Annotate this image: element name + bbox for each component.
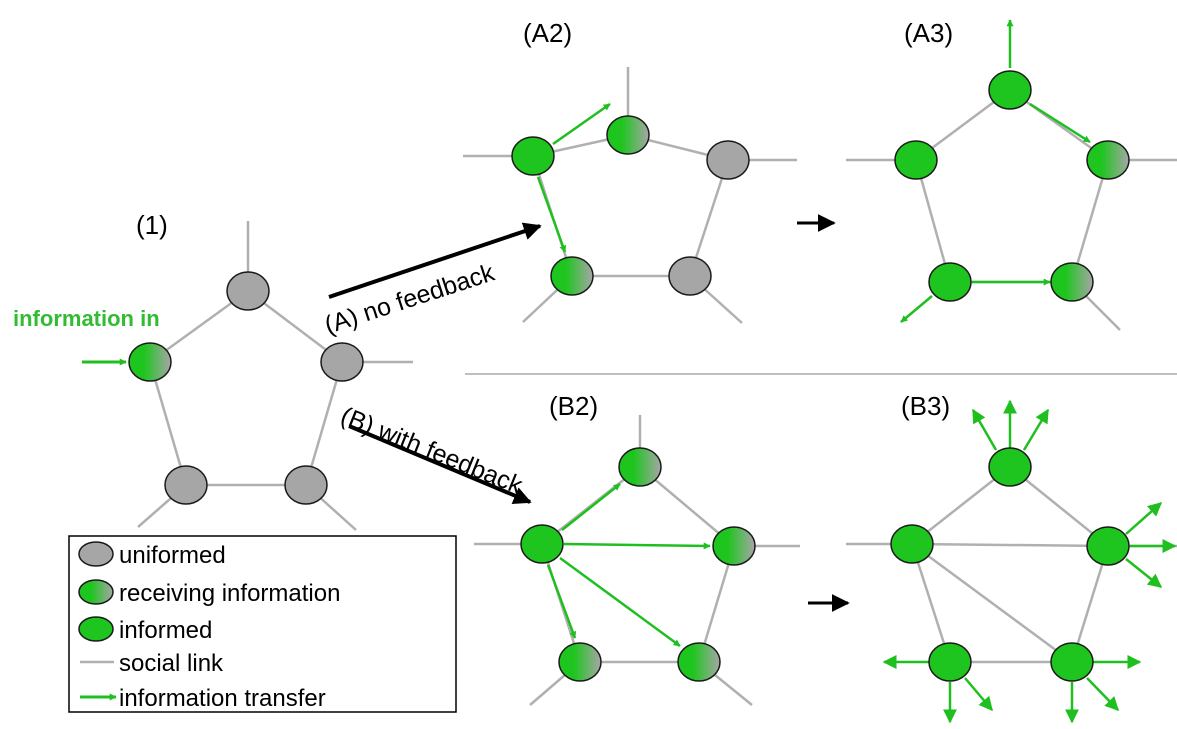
p1-node-bottom-right — [284, 465, 328, 505]
a3-transfer-bl-out — [900, 295, 933, 323]
transition-b-arrow — [348, 424, 532, 505]
a3-link-right-bottom-right — [1070, 159, 1110, 283]
legend-receiving-label: receiving information — [119, 580, 340, 607]
b3-node-right — [1086, 526, 1130, 566]
b2-node-bottom-left — [558, 642, 602, 682]
b2-transfer-left-right — [563, 542, 711, 550]
b3-out-top-1 — [971, 408, 998, 451]
b3-node-top — [988, 447, 1032, 487]
p1-link-left-bottom-left — [148, 361, 188, 486]
b2-transfer-left-bl — [546, 564, 577, 639]
p1-link-right-bottom-right — [304, 361, 344, 486]
a2-node-right — [706, 140, 750, 180]
nodes-layer — [128, 70, 1130, 682]
transition-a-arrow — [328, 222, 542, 299]
panel-title-b3: (B3) — [901, 391, 950, 421]
a2-node-bottom-left — [550, 256, 594, 296]
a2-link-right-bottom-right — [688, 159, 730, 277]
p1-node-right — [320, 342, 364, 382]
b3-node-bottom-left — [928, 642, 972, 682]
a3-node-bottom-right — [1050, 262, 1094, 302]
legend-informed-label: informed — [119, 617, 212, 644]
legend-social-link-label: social link — [119, 650, 224, 677]
a2-node-bottom-right — [668, 256, 712, 296]
b3-out-top-3 — [1022, 408, 1050, 451]
panel-title-a3: (A3) — [904, 18, 953, 48]
b3-out-right-1 — [1125, 502, 1163, 535]
panel-title-a2: (A2) — [523, 18, 572, 48]
b3-out-bl-3 — [964, 677, 993, 712]
legend-transfer-label: information transfer — [119, 685, 326, 712]
a2-transfer-left-top — [552, 102, 611, 146]
information-in-label: information in — [13, 306, 160, 331]
a3-node-right — [1086, 140, 1130, 180]
panel-title-b2: (B2) — [549, 391, 598, 421]
a3-node-top — [988, 70, 1032, 110]
panel-title-1: (1) — [136, 210, 168, 240]
legend-informed-swatch — [78, 616, 114, 642]
a2-transfer-left-bottom-left — [536, 176, 567, 253]
b3-link-top-right — [1009, 466, 1109, 547]
a3-node-bottom-left — [928, 262, 972, 302]
b3-node-bottom-right — [1050, 642, 1094, 682]
a3-link-left-bottom-left — [914, 159, 952, 283]
legend: uniformed receiving information informed… — [68, 535, 457, 713]
legend-uninformed-swatch — [78, 541, 114, 567]
transition-b-label: (B) with feedback — [337, 402, 527, 500]
a3-node-left — [894, 140, 938, 180]
a2-node-top — [606, 115, 650, 155]
b3-link-left-right — [911, 542, 1109, 548]
a3-transfer-top-right — [1029, 102, 1091, 144]
b2-link-right-bottom-right — [697, 545, 736, 663]
p1-node-bottom-left — [164, 465, 208, 505]
legend-box — [68, 535, 457, 713]
legend-receiving-swatch — [78, 579, 114, 605]
b2-transfer-left-br — [559, 556, 681, 648]
b3-link-right-bottom-right — [1070, 545, 1110, 663]
b3-node-left — [890, 524, 934, 564]
b3-out-right-3 — [1125, 558, 1163, 588]
b2-node-top — [618, 447, 662, 487]
b2-node-left — [520, 524, 564, 564]
legend-uninformed-label: uniformed — [119, 542, 226, 569]
p1-node-left — [128, 342, 172, 382]
b2-node-right — [712, 526, 756, 566]
transfer-arrows-layer — [536, 19, 1177, 724]
p1-node-top — [226, 271, 270, 311]
b3-out-br-2 — [1086, 677, 1119, 712]
a2-node-left — [511, 136, 555, 176]
b3-link-left-bottom-left — [910, 543, 952, 663]
b2-transfer-left-top — [561, 483, 621, 531]
b3-link-left-bottom-right — [911, 542, 1073, 664]
b2-node-bottom-right — [677, 642, 721, 682]
